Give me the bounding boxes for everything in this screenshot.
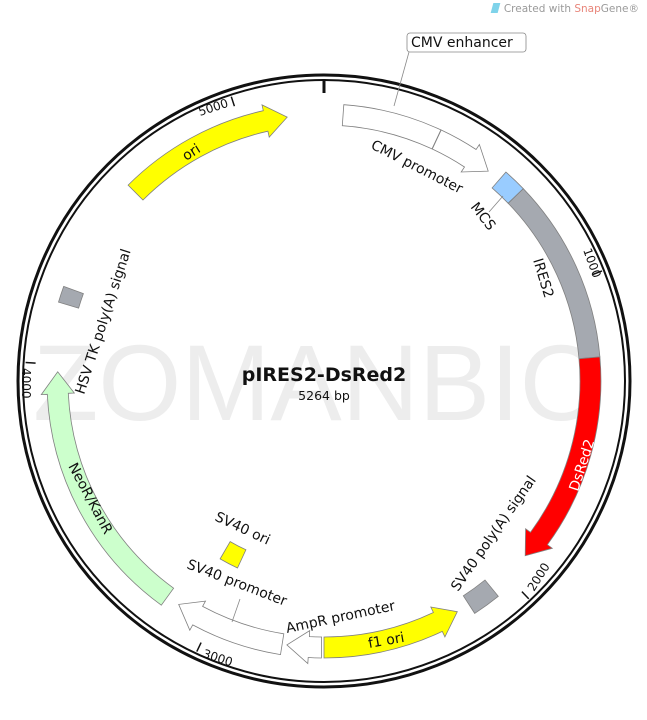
feature-sv40-promoter[interactable] — [178, 600, 285, 656]
feature-cmv-promoter[interactable] — [431, 129, 489, 173]
sv40-promoter-leader — [231, 598, 241, 623]
tick-2000 — [521, 591, 530, 600]
tick-label-3000: 3000 — [201, 647, 234, 670]
tick-1000 — [592, 270, 603, 276]
label-mcs: MCS — [467, 200, 499, 234]
label-cmv-enhancer: CMV enhancer — [411, 35, 513, 51]
callout-box — [406, 32, 527, 53]
tick-marks — [25, 96, 603, 652]
label-sv40-ori: SV40 ori — [212, 509, 272, 548]
plasmid-name: pIRES2-DsRed2 — [242, 364, 407, 386]
feature-ampr-promoter[interactable] — [286, 629, 323, 665]
cmv-enhancer-callout[interactable]: CMV enhancer — [393, 32, 527, 107]
feature-ori[interactable] — [127, 104, 288, 201]
tick-label-4000: 4000 — [19, 368, 33, 399]
mcs-leader — [488, 195, 504, 213]
backbone-outer-ring — [16, 73, 632, 689]
tick-3000 — [196, 642, 202, 652]
callout-leader — [393, 51, 410, 107]
feature-f1-ori[interactable] — [323, 606, 458, 659]
watermark: ZOMANBIO — [33, 322, 603, 443]
feature-sv40-poly-a-signal[interactable] — [462, 579, 499, 614]
tick-5000 — [230, 96, 236, 107]
plasmid-size: 5264 bp — [298, 388, 350, 403]
feature-hsv-tk-poly-a-signal[interactable] — [58, 285, 84, 309]
feature-sv40-ori[interactable] — [219, 541, 247, 569]
label-f1-ori: f1 ori — [367, 630, 406, 652]
features — [40, 104, 602, 665]
tick-4000 — [25, 361, 36, 364]
feature-dsred2[interactable] — [524, 356, 602, 557]
snapgene-credit: Created with SnapGene® — [490, 3, 639, 15]
feature-neor-kanr[interactable] — [40, 371, 175, 606]
feature-cmv-enhancer[interactable] — [341, 104, 442, 150]
